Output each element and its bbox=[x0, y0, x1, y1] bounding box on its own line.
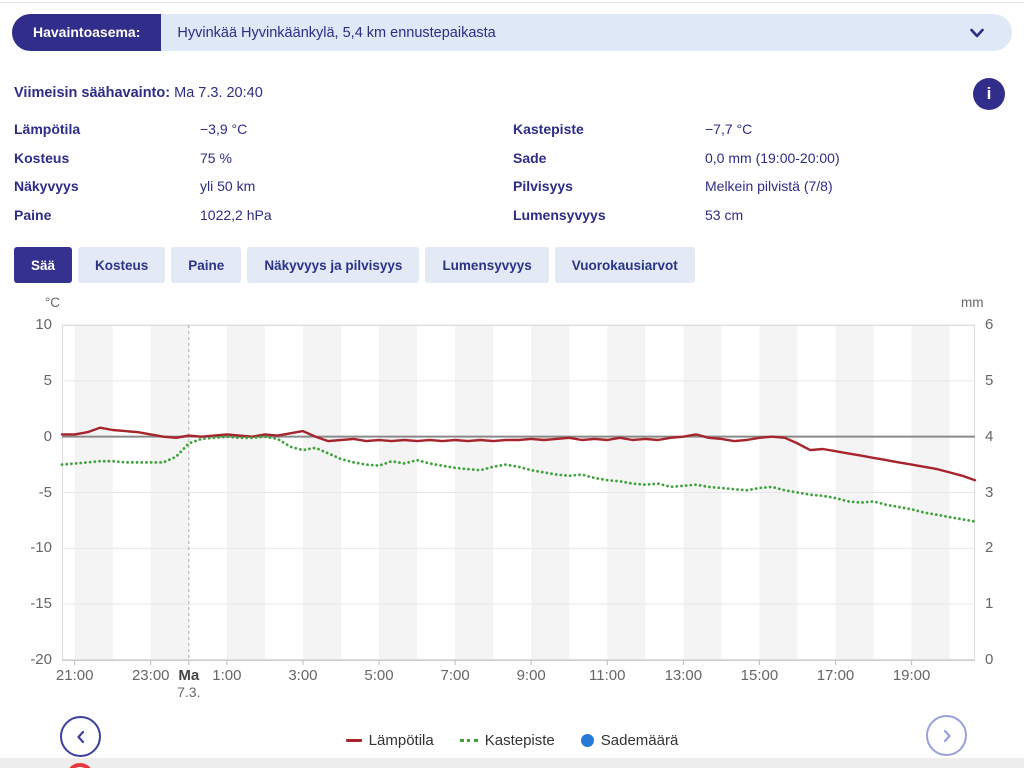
legend-item-lampotila[interactable]: Lämpötila bbox=[345, 731, 434, 749]
obs-value: Melkein pilvistä (7/8) bbox=[705, 178, 833, 194]
x-axis-tick: 1:00 bbox=[212, 667, 242, 684]
x-axis-tick: 5:00 bbox=[364, 667, 394, 684]
y-axis-left-unit: °C bbox=[44, 295, 60, 310]
obs-row: Lumensyvyys 53 cm bbox=[513, 207, 993, 227]
tab-saa[interactable]: Sää bbox=[14, 247, 73, 283]
x-axis-tick: 7:00 bbox=[440, 667, 470, 684]
legend-item-sademaara[interactable]: Sademäärä bbox=[580, 731, 679, 749]
y-axis-right-tick: 1 bbox=[985, 595, 994, 613]
obs-value: yli 50 km bbox=[200, 178, 256, 194]
obs-row: Sade 0,0 mm (19:00-20:00) bbox=[513, 150, 993, 170]
tab-lumensyvyys[interactable]: Lumensyvyys bbox=[425, 247, 549, 283]
chevron-right-icon bbox=[943, 729, 951, 742]
tab-kosteus[interactable]: Kosteus bbox=[78, 247, 166, 283]
obs-value: 53 cm bbox=[705, 206, 744, 223]
legend-label: Sademäärä bbox=[600, 731, 679, 749]
series-kastepiste bbox=[60, 435, 977, 523]
y-axis-right-unit: mm bbox=[961, 295, 984, 310]
x-axis-tick: 23:00 bbox=[131, 667, 170, 684]
obs-row: Lämpötila −3,9 °C bbox=[14, 121, 494, 141]
tab-vuorokausiarvot[interactable]: Vuorokausiarvot bbox=[554, 247, 695, 283]
obs-label: Kosteus bbox=[14, 149, 70, 166]
y-axis-left-tick: -10 bbox=[30, 539, 52, 557]
tab-paine[interactable]: Paine bbox=[171, 247, 242, 283]
plot-border bbox=[62, 325, 975, 660]
obs-value: −3,9 °C bbox=[200, 121, 248, 137]
info-icon: i bbox=[986, 84, 992, 103]
obs-value: −7,7 °C bbox=[705, 121, 753, 137]
temperature-line-icon bbox=[345, 738, 362, 742]
obs-row: Näkyvyys yli 50 km bbox=[14, 178, 494, 198]
obs-value: 1022,2 hPa bbox=[200, 206, 272, 223]
obs-row: Paine 1022,2 hPa bbox=[14, 207, 494, 227]
obs-label: Paine bbox=[14, 206, 52, 223]
latest-observation: Viimeisin säähavainto: Ma 7.3. 20:40 bbox=[14, 85, 263, 101]
x-axis-tick: Ma 7.3. bbox=[177, 667, 201, 700]
next-period-button[interactable] bbox=[926, 715, 967, 756]
precipitation-dot-icon bbox=[580, 733, 594, 747]
y-axis-right-tick: 2 bbox=[985, 539, 994, 557]
obs-row: Pilvisyys Melkein pilvistä (7/8) bbox=[513, 178, 993, 198]
obs-value: 75 % bbox=[200, 149, 232, 166]
chevron-down-icon bbox=[970, 28, 984, 38]
y-axis-right-tick: 6 bbox=[985, 316, 994, 333]
latest-observation-value: Ma 7.3. 20:40 bbox=[174, 85, 263, 101]
y-axis-right-tick: 0 bbox=[985, 651, 994, 668]
plot-area bbox=[60, 324, 977, 665]
x-axis-tick: 21:00 bbox=[55, 667, 94, 684]
obs-row: Kosteus 75 % bbox=[14, 150, 494, 170]
latest-observation-label: Viimeisin säähavainto: bbox=[14, 85, 171, 101]
x-axis-tick: 9:00 bbox=[516, 667, 546, 684]
tab-nakyvyys-ja-pilvisyys[interactable]: Näkyvyys ja pilvisyys bbox=[247, 247, 420, 283]
x-axis-tick: 13:00 bbox=[664, 667, 703, 684]
obs-label: Kastepiste bbox=[513, 121, 584, 137]
obs-label: Lämpötila bbox=[14, 121, 81, 137]
y-axis-left-tick: 10 bbox=[35, 316, 52, 333]
obs-label: Lumensyvyys bbox=[513, 206, 606, 223]
legend-label: Kastepiste bbox=[484, 731, 555, 749]
station-selector-value: Hyvinkää Hyvinkäänkylä, 5,4 km ennustepa… bbox=[177, 24, 496, 41]
obs-label: Näkyvyys bbox=[14, 178, 79, 194]
y-axis-left-tick: 0 bbox=[43, 427, 52, 445]
x-axis-tick: 11:00 bbox=[589, 667, 626, 684]
info-button[interactable]: i bbox=[973, 78, 1005, 110]
chart-legend: Lämpötila Kastepiste Sademäärä bbox=[0, 727, 1024, 753]
legend-label: Lämpötila bbox=[368, 731, 434, 749]
legend-item-kastepiste[interactable]: Kastepiste bbox=[459, 731, 555, 749]
y-axis-right-tick: 4 bbox=[985, 427, 994, 445]
x-axis-tick: 15:00 bbox=[740, 667, 779, 684]
station-selector[interactable]: Havaintoasema: Hyvinkää Hyvinkäänkylä, 5… bbox=[12, 14, 1012, 51]
observation-chart: °C mm 10 5 0 -5 -10 -15 -20 6 5 4 3 2 1 0 21:00 23:00 Ma… bbox=[0, 295, 1024, 705]
y-axis-left-tick: -15 bbox=[30, 595, 52, 613]
y-axis-right-tick: 3 bbox=[985, 483, 994, 501]
x-axis-tick: 3:00 bbox=[288, 667, 318, 684]
previous-period-button[interactable] bbox=[60, 716, 101, 757]
y-axis-right-tick: 5 bbox=[985, 371, 994, 389]
station-selector-label: Havaintoasema: bbox=[12, 14, 162, 51]
top-divider bbox=[0, 2, 1024, 3]
y-axis-left-tick: -20 bbox=[30, 651, 52, 668]
obs-label: Pilvisyys bbox=[513, 178, 573, 194]
series-lämpötila bbox=[60, 426, 977, 482]
chart-tabs: Sää Kosteus Paine Näkyvyys ja pilvisyys … bbox=[14, 247, 695, 283]
obs-label: Sade bbox=[513, 149, 547, 166]
chevron-left-icon bbox=[76, 730, 84, 743]
y-axis-left-tick: -5 bbox=[38, 483, 52, 501]
x-axis-tick: 19:00 bbox=[892, 667, 931, 684]
y-axis-left-tick: 5 bbox=[43, 371, 52, 389]
x-axis-tick: 17:00 bbox=[816, 667, 855, 684]
dewpoint-dotted-line-icon bbox=[459, 738, 478, 742]
obs-value: 0,0 mm (19:00-20:00) bbox=[705, 149, 840, 166]
bottom-strip bbox=[0, 758, 1024, 768]
obs-row: Kastepiste −7,7 °C bbox=[513, 121, 993, 141]
